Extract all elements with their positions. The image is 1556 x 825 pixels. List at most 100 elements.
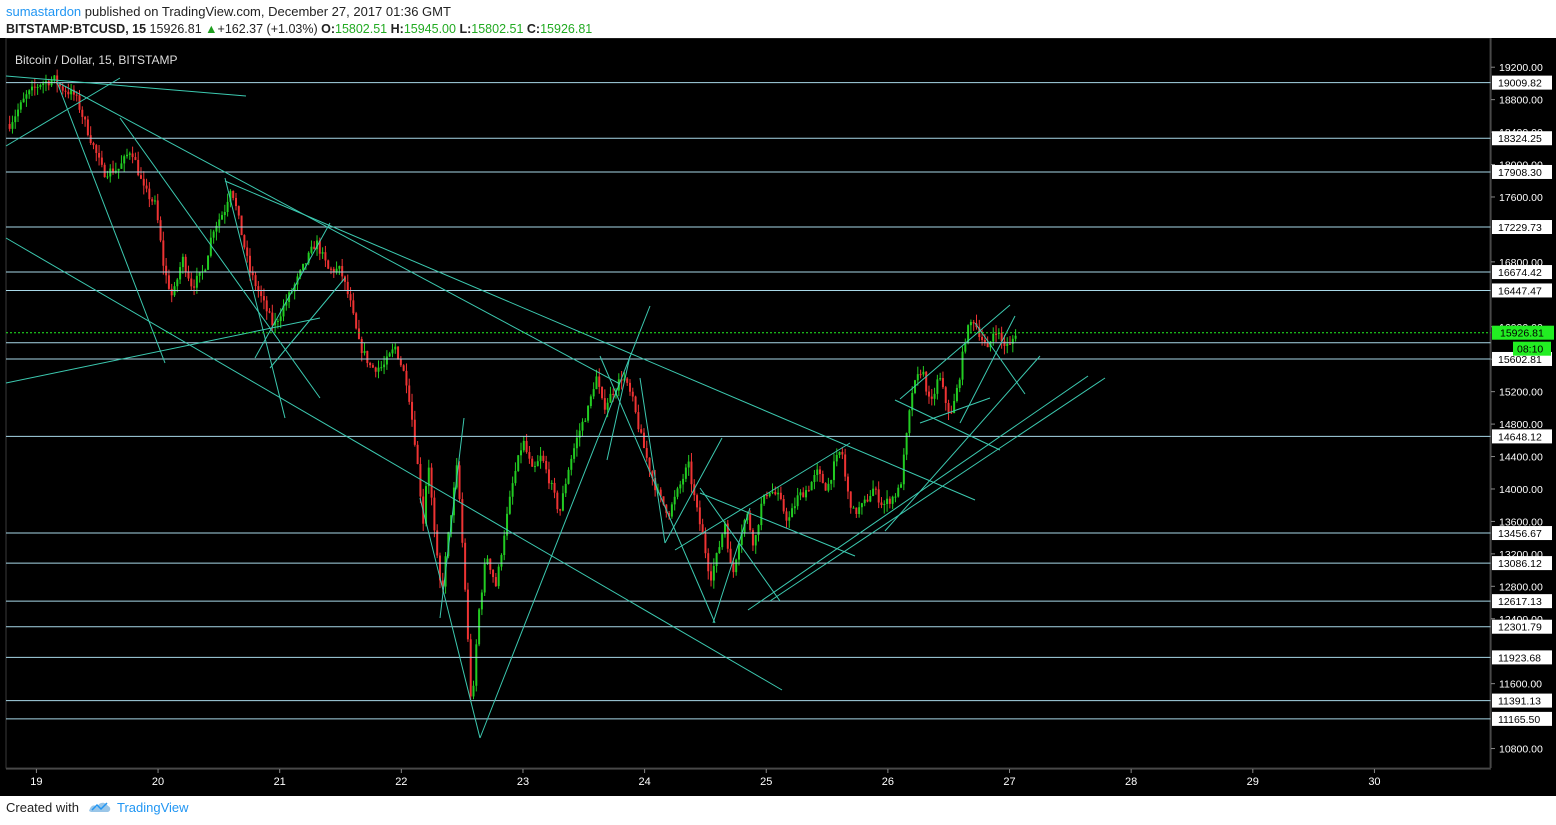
candle bbox=[846, 473, 849, 500]
candle bbox=[522, 436, 525, 453]
trend-line[interactable] bbox=[56, 81, 166, 364]
open-value: 15802.51 bbox=[335, 22, 388, 36]
candle bbox=[371, 363, 374, 368]
candle bbox=[98, 145, 101, 166]
trend-line[interactable] bbox=[224, 177, 286, 419]
level-tag bbox=[1492, 429, 1552, 444]
trend-line[interactable] bbox=[5, 317, 321, 384]
candle bbox=[360, 336, 363, 362]
trend-line[interactable] bbox=[974, 322, 1026, 395]
price-chart[interactable]: 10800.0011600.0012400.0012800.0013200.00… bbox=[0, 38, 1556, 796]
candle bbox=[950, 405, 953, 415]
trend-line[interactable] bbox=[5, 237, 783, 691]
candle bbox=[737, 542, 740, 566]
level-tag bbox=[1492, 711, 1552, 726]
candle bbox=[506, 506, 509, 541]
candle bbox=[827, 477, 830, 493]
candle bbox=[743, 518, 746, 537]
author-link[interactable]: sumastardon bbox=[6, 4, 82, 19]
candle bbox=[11, 115, 14, 134]
candle bbox=[483, 558, 486, 596]
candle bbox=[282, 299, 285, 322]
trend-line[interactable] bbox=[919, 397, 991, 424]
candle bbox=[916, 366, 919, 386]
candle bbox=[369, 361, 372, 369]
candle bbox=[469, 633, 472, 702]
candle bbox=[218, 213, 221, 233]
trend-line[interactable] bbox=[606, 355, 631, 461]
candle bbox=[838, 451, 841, 459]
price-axis-background bbox=[1491, 38, 1556, 768]
x-tick-label: 20 bbox=[152, 776, 164, 788]
tradingview-logo-icon[interactable] bbox=[88, 799, 112, 815]
trend-line[interactable] bbox=[599, 355, 716, 624]
level-label: 15602.81 bbox=[1498, 354, 1542, 366]
candle bbox=[637, 404, 640, 433]
candle bbox=[872, 480, 875, 497]
candle bbox=[941, 371, 944, 390]
trend-line[interactable] bbox=[884, 355, 1041, 532]
candle bbox=[925, 370, 928, 396]
candle bbox=[109, 164, 112, 183]
trend-line[interactable] bbox=[712, 507, 751, 624]
trend-line[interactable] bbox=[664, 437, 723, 544]
candle bbox=[461, 492, 464, 548]
trend-line[interactable] bbox=[699, 492, 856, 557]
trend-line[interactable] bbox=[56, 81, 621, 385]
trend-line[interactable] bbox=[674, 442, 851, 551]
trend-line[interactable] bbox=[959, 315, 1016, 424]
trend-line[interactable] bbox=[894, 399, 1001, 451]
candle bbox=[321, 247, 324, 259]
trend-line[interactable] bbox=[699, 487, 781, 602]
trend-line[interactable] bbox=[5, 77, 121, 147]
trend-line[interactable] bbox=[119, 117, 321, 399]
candle bbox=[341, 258, 344, 283]
publish-line: sumastardon published on TradingView.com… bbox=[6, 4, 451, 19]
candle bbox=[128, 151, 131, 160]
trend-line[interactable] bbox=[5, 75, 247, 97]
candle bbox=[179, 262, 182, 284]
trend-line[interactable] bbox=[224, 180, 976, 501]
level-label: 14648.12 bbox=[1498, 431, 1542, 443]
candle bbox=[760, 497, 763, 531]
trend-line[interactable] bbox=[899, 304, 1011, 400]
time-axis[interactable]: 19 20 21 22 23 24 25 26 27 28 29 30 bbox=[0, 768, 1556, 796]
trend-line[interactable] bbox=[769, 377, 1106, 602]
candle bbox=[430, 463, 433, 506]
candle bbox=[796, 487, 799, 510]
candle bbox=[642, 428, 645, 449]
candle bbox=[844, 448, 847, 482]
trend-line[interactable] bbox=[479, 305, 651, 739]
candle bbox=[257, 281, 260, 298]
level-label: 18324.25 bbox=[1498, 133, 1542, 145]
candle bbox=[900, 482, 903, 489]
close-value: 15926.81 bbox=[540, 22, 593, 36]
x-tick-label: 30 bbox=[1368, 776, 1380, 788]
price-axis[interactable]: 10800.0011600.0012400.0012800.0013200.00… bbox=[1490, 38, 1556, 768]
trend-line[interactable] bbox=[639, 377, 666, 544]
symbol-label: BITSTAMP:BTCUSD, 15 bbox=[6, 22, 147, 36]
trend-line[interactable] bbox=[419, 497, 481, 739]
trend-line[interactable] bbox=[439, 417, 465, 619]
candle bbox=[645, 440, 648, 462]
candle bbox=[944, 385, 947, 411]
candle bbox=[1006, 337, 1009, 354]
candle bbox=[67, 83, 70, 99]
level-tag bbox=[1492, 131, 1552, 146]
tradingview-link[interactable]: TradingView bbox=[117, 800, 189, 815]
candle bbox=[897, 484, 900, 498]
candle bbox=[816, 463, 819, 482]
trend-line[interactable] bbox=[254, 222, 331, 359]
candle bbox=[25, 90, 28, 107]
candle bbox=[302, 263, 305, 272]
candle bbox=[707, 548, 710, 580]
candle bbox=[841, 447, 844, 460]
trend-line[interactable] bbox=[269, 277, 346, 369]
candle bbox=[721, 533, 724, 550]
candle bbox=[234, 192, 237, 211]
candle bbox=[670, 502, 673, 519]
candle bbox=[648, 457, 651, 478]
candle bbox=[1003, 335, 1006, 355]
candle bbox=[679, 480, 682, 494]
candle bbox=[927, 385, 930, 404]
